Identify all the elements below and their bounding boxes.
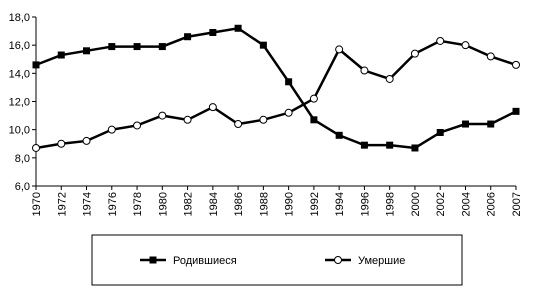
data-point	[158, 43, 166, 51]
x-tick-label: 1986	[233, 192, 245, 216]
y-tick-label: 6,0	[15, 181, 30, 193]
x-tick-label: 2007	[511, 192, 523, 216]
data-point	[487, 120, 495, 128]
data-point	[411, 144, 419, 152]
x-tick-label: 1990	[284, 192, 296, 216]
x-tick-label: 2000	[410, 192, 422, 216]
data-point	[83, 47, 91, 55]
x-tick-label: 1970	[31, 192, 43, 216]
data-point	[234, 24, 242, 32]
data-point	[335, 45, 344, 54]
x-tick-label: 2002	[435, 192, 447, 216]
x-tick-label: 1972	[56, 192, 68, 216]
data-point	[335, 131, 343, 139]
data-point	[82, 136, 91, 145]
y-tick-label: 16,0	[9, 40, 30, 52]
data-point	[285, 78, 293, 86]
x-tick-label: 1992	[309, 192, 321, 216]
data-point	[208, 103, 217, 112]
x-tick-label: 1976	[107, 192, 119, 216]
data-point	[158, 111, 167, 120]
data-point	[385, 74, 394, 83]
series-line	[35, 26, 517, 150]
data-point	[108, 43, 116, 51]
x-tick-label: 1996	[359, 192, 371, 216]
data-point	[360, 66, 369, 75]
data-point	[32, 61, 40, 69]
data-point	[386, 141, 394, 149]
x-tick-label: 1982	[183, 192, 195, 216]
data-point	[133, 43, 141, 51]
x-tick-label: 1980	[157, 192, 169, 216]
data-point	[461, 41, 470, 50]
data-point	[486, 52, 495, 61]
data-point	[32, 143, 40, 152]
data-point	[309, 94, 318, 103]
data-point	[284, 108, 293, 117]
data-point	[209, 28, 217, 36]
y-tick-label: 8,0	[15, 153, 30, 165]
y-tick-label: 10,0	[9, 125, 30, 137]
legend-marker	[149, 256, 157, 264]
legend-marker	[334, 256, 342, 264]
y-tick-label: 12,0	[9, 97, 30, 109]
data-point	[512, 60, 520, 69]
data-point	[57, 51, 65, 59]
x-tick-label: 1988	[258, 192, 270, 216]
x-tick-label: 1978	[132, 192, 144, 216]
data-point	[461, 120, 469, 128]
x-tick-label: 1974	[82, 192, 94, 216]
data-point	[234, 120, 243, 129]
data-point	[183, 115, 192, 124]
x-tick-label: 2004	[460, 192, 472, 216]
series-line	[35, 39, 517, 150]
data-point	[512, 107, 520, 115]
x-tick-label: 1984	[208, 192, 220, 216]
data-point	[57, 139, 66, 148]
data-point	[410, 49, 419, 58]
data-point	[259, 115, 268, 124]
y-tick-label: 18,0	[9, 12, 30, 24]
data-point	[436, 36, 445, 45]
data-point	[184, 33, 192, 41]
y-tick-label: 14,0	[9, 68, 30, 80]
x-tick-label: 2006	[486, 192, 498, 216]
data-point	[259, 41, 267, 49]
x-tick-label: 1998	[385, 192, 397, 216]
data-point	[360, 141, 368, 149]
data-point	[436, 128, 444, 136]
legend-label: Умершие	[358, 255, 405, 267]
data-point	[107, 125, 116, 134]
x-tick-label: 1994	[334, 192, 346, 216]
data-point	[310, 116, 318, 124]
data-point	[133, 121, 142, 130]
legend-label: Родившиеся	[173, 255, 237, 267]
